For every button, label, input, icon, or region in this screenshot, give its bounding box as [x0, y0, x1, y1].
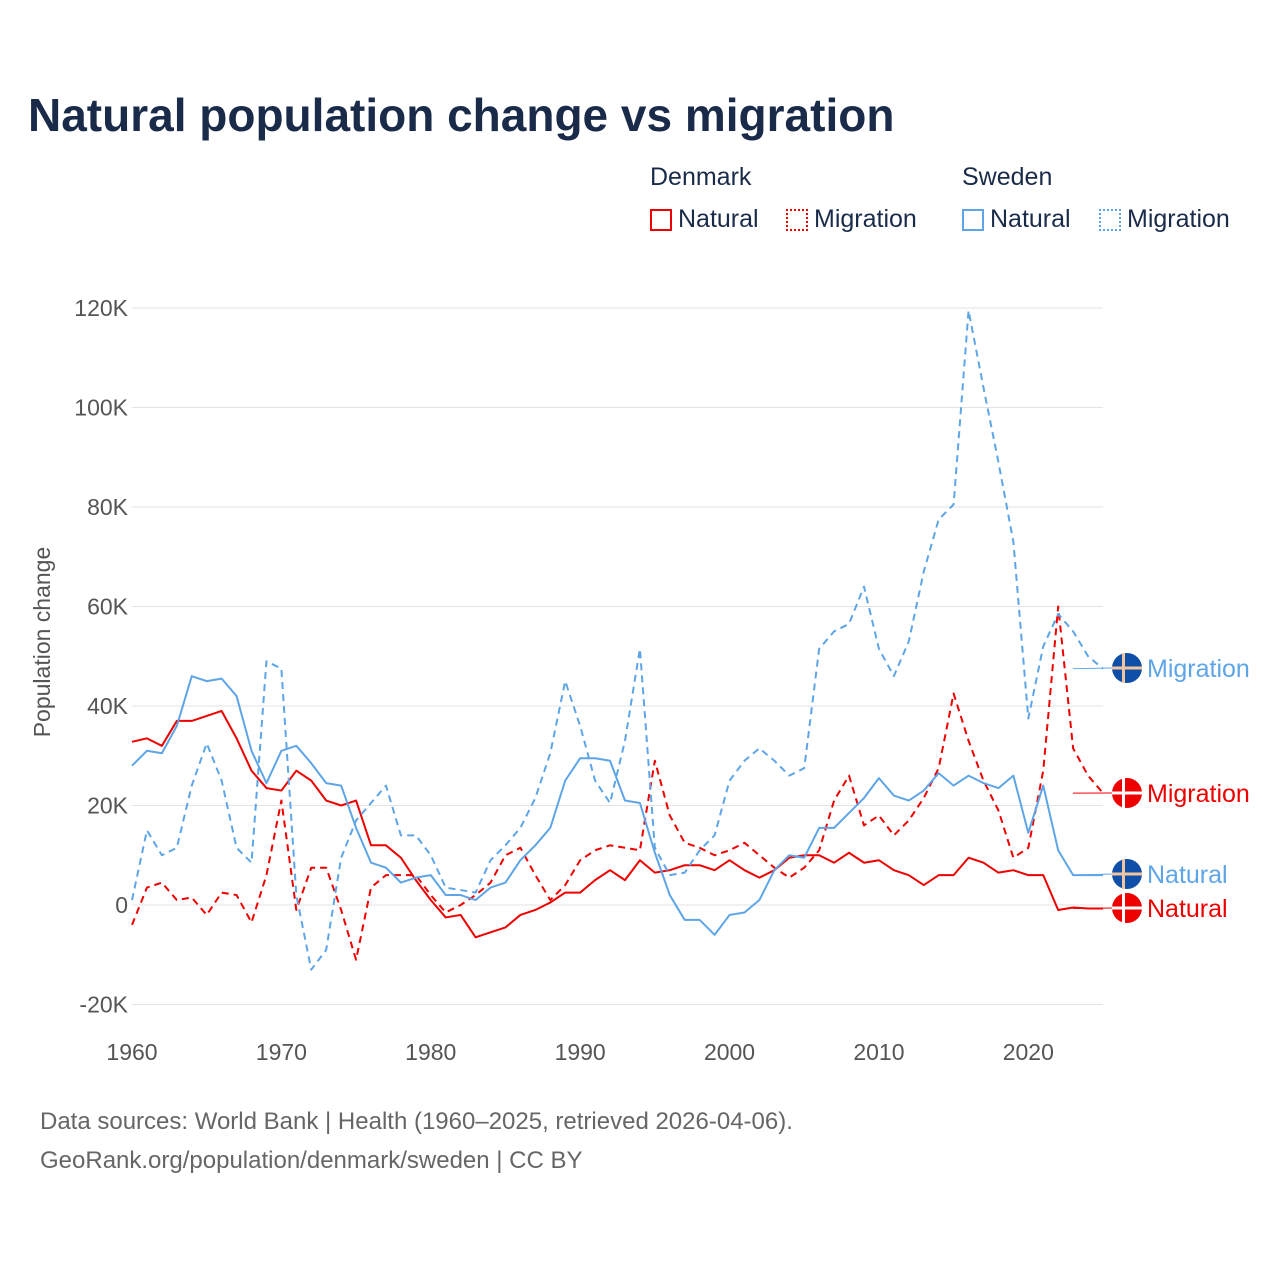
- flag-cross: [1112, 872, 1142, 876]
- source-link[interactable]: GeoRank.org/population/denmark/sweden | …: [40, 1147, 583, 1174]
- y-tick-label: 20K: [87, 793, 129, 819]
- x-tick-label: 1970: [256, 1039, 307, 1065]
- y-tick-label: 120K: [74, 295, 128, 321]
- y-tick-label: -20K: [79, 992, 128, 1018]
- y-tick-label: 80K: [87, 494, 129, 520]
- y-tick-label: 0: [115, 892, 128, 918]
- source-note: Data sources: World Bank | Health (1960–…: [40, 1108, 793, 1135]
- flag-cross: [1112, 666, 1142, 670]
- chart-title: Natural population change vs migration: [28, 89, 895, 141]
- legend-item-denmark-natural[interactable]: Natural: [650, 205, 759, 234]
- y-axis-label: Population change: [29, 547, 55, 738]
- legend-label: Natural: [990, 205, 1071, 233]
- series-end-label-sweden-natural: Natural: [1147, 861, 1228, 889]
- y-tick-label: 40K: [87, 693, 129, 719]
- series-line-sweden-migration: [131, 309, 1104, 971]
- legend-swatch-solid: [650, 208, 672, 231]
- legend-label: Migration: [1127, 205, 1230, 233]
- x-tick-label: 1990: [555, 1039, 606, 1065]
- x-tick-label: 1960: [106, 1039, 157, 1065]
- x-tick-label: 2020: [1003, 1039, 1054, 1065]
- series-line-sweden-natural: [131, 675, 1103, 936]
- legend-item-sweden-natural[interactable]: Natural: [962, 205, 1071, 234]
- legend-item-denmark-migration[interactable]: Migration: [786, 205, 917, 234]
- legend-label: Natural: [678, 205, 759, 233]
- legend-swatch-dotted: [786, 208, 808, 231]
- flag-cross: [1112, 791, 1142, 795]
- legend-swatch-dotted: [1099, 208, 1121, 231]
- y-tick-label: 100K: [74, 395, 128, 421]
- end-label-connector: [1072, 667, 1114, 670]
- x-tick-label: 2000: [704, 1039, 755, 1065]
- legend-label: Migration: [814, 205, 917, 233]
- y-tick-label: 60K: [87, 594, 129, 620]
- x-tick-label: 1980: [405, 1039, 456, 1065]
- x-tick-label: 2010: [853, 1039, 904, 1065]
- legend-item-sweden-migration[interactable]: Migration: [1099, 205, 1230, 234]
- series-line-denmark-natural: [131, 709, 1103, 939]
- end-label-connector: [1072, 873, 1114, 876]
- legend-group-denmark: Denmark: [650, 163, 752, 191]
- series-end-label-denmark-migration: Migration: [1147, 780, 1250, 808]
- legend-swatch-solid: [962, 208, 984, 231]
- flag-cross: [1112, 906, 1142, 910]
- series-end-label-sweden-migration: Migration: [1147, 655, 1250, 683]
- legend-group-sweden: Sweden: [962, 163, 1053, 191]
- series-end-label-denmark-natural: Natural: [1147, 895, 1228, 923]
